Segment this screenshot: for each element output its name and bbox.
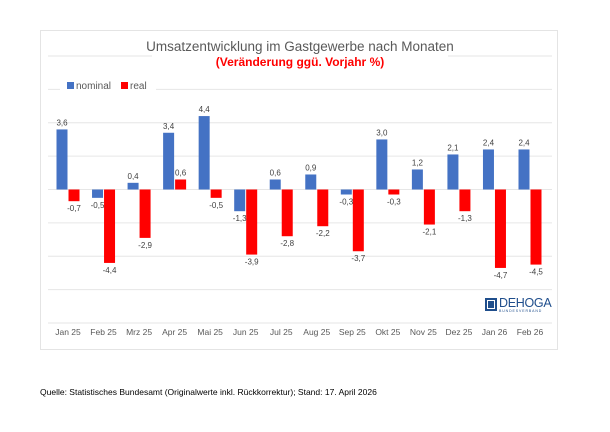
data-label-nominal-9: 3,0	[376, 128, 388, 137]
x-tick-label: Jan 25	[55, 327, 81, 337]
data-label-nominal-6: 0,6	[270, 168, 282, 177]
data-labels: 3,6 -0,5 0,4 3,4 4,4 -1,3 0,6 0,9 -0,3 3,0 1,2 2,1 2…	[56, 105, 543, 280]
dehoga-logo-icon	[485, 298, 497, 311]
bar-real-13	[530, 189, 542, 265]
bar-real-1	[104, 189, 116, 263]
data-label-nominal-0: 3,6	[56, 118, 68, 127]
bar-nominal-7	[305, 174, 317, 190]
data-label-real-0: -0,7	[67, 204, 81, 213]
data-label-real-1: -4,4	[103, 266, 117, 275]
data-label-real-12: -4,7	[494, 271, 508, 280]
bar-nominal-5	[234, 189, 246, 212]
data-label-real-6: -2,8	[280, 239, 294, 248]
x-tick-label: Feb 26	[517, 327, 544, 337]
data-label-nominal-4: 4,4	[199, 105, 211, 114]
bar-nominal-13	[518, 149, 530, 190]
dehoga-logo-text: DEHOGA	[499, 296, 552, 310]
data-label-nominal-3: 3,4	[163, 122, 175, 131]
legend-swatch-nominal	[67, 82, 74, 89]
data-label-nominal-7: 0,9	[305, 163, 317, 172]
data-label-real-8: -3,7	[351, 254, 365, 263]
x-tick-label: Feb 25	[90, 327, 117, 337]
bars	[56, 116, 542, 268]
bar-nominal-1	[92, 189, 104, 198]
data-label-real-11: -1,3	[458, 214, 472, 223]
x-tick-label: Apr 25	[162, 327, 187, 337]
data-label-real-5: -3,9	[245, 258, 259, 267]
x-tick-label: Dez 25	[445, 327, 472, 337]
legend-swatch-real	[121, 82, 128, 89]
x-tick-label: Nov 25	[410, 327, 437, 337]
data-label-real-3: 0,6	[175, 168, 187, 177]
data-label-nominal-1: -0,5	[91, 201, 105, 210]
bar-nominal-11	[447, 154, 459, 190]
x-tick-label: Mai 25	[197, 327, 223, 337]
bar-real-5	[246, 189, 258, 255]
legend-label-real: real	[130, 81, 147, 92]
bar-nominal-12	[482, 149, 494, 190]
data-label-real-4: -0,5	[209, 201, 223, 210]
legend-background	[60, 79, 156, 93]
data-label-real-7: -2,2	[316, 229, 330, 238]
bar-real-10	[423, 189, 435, 225]
data-label-nominal-11: 2,1	[447, 143, 459, 152]
bar-nominal-8	[340, 189, 352, 195]
title-background	[152, 38, 448, 70]
x-tick-label: Sep 25	[339, 327, 366, 337]
x-tick-label: Mrz 25	[126, 327, 152, 337]
bar-real-3	[175, 179, 187, 190]
data-label-nominal-5: -1,3	[233, 214, 247, 223]
x-tick-label: Aug 25	[303, 327, 330, 337]
data-label-nominal-8: -0,3	[339, 198, 353, 207]
data-label-real-2: -2,9	[138, 241, 152, 250]
data-label-real-9: -0,3	[387, 198, 401, 207]
x-tick-label: Jul 25	[270, 327, 293, 337]
x-tick-label: Jan 26	[482, 327, 508, 337]
bar-nominal-2	[127, 182, 139, 190]
bar-real-8	[352, 189, 364, 252]
bar-real-2	[139, 189, 151, 238]
bar-nominal-9	[376, 139, 388, 190]
gridlines	[48, 38, 552, 324]
bar-real-0	[68, 189, 80, 202]
x-tick-label: Jun 25	[233, 327, 259, 337]
bar-real-6	[281, 189, 293, 237]
bar-nominal-10	[411, 169, 423, 190]
source-note: Quelle: Statistisches Bundesamt (Origina…	[40, 387, 377, 397]
dehoga-logo-tagline: BUNDESVERBAND	[499, 309, 543, 313]
legend-label-nominal: nominal	[76, 81, 111, 92]
dehoga-logo: DEHOGA BUNDESVERBAND	[485, 296, 552, 318]
chart-subtitle: (Veränderung ggü. Vorjahr %)	[216, 55, 384, 69]
bar-real-7	[317, 189, 329, 227]
x-axis-ticks: Jan 25 Feb 25 Mrz 25 Apr 25 Mai 25 Jun 25 Jul …	[55, 327, 543, 337]
data-label-nominal-13: 2,4	[518, 138, 530, 147]
bar-nominal-6	[269, 179, 281, 190]
bar-nominal-0	[56, 129, 68, 190]
legend: nominal real	[67, 81, 147, 92]
x-tick-label: Okt 25	[375, 327, 400, 337]
chart-title: Umsatzentwicklung im Gastgewerbe nach Mo…	[146, 39, 454, 54]
data-label-real-10: -2,1	[422, 228, 436, 237]
bar-real-12	[494, 189, 506, 268]
data-label-nominal-2: 0,4	[128, 172, 140, 181]
bar-real-11	[459, 189, 471, 212]
bar-nominal-4	[198, 116, 210, 190]
bar-nominal-3	[163, 132, 175, 190]
data-label-nominal-12: 2,4	[483, 138, 495, 147]
data-label-real-13: -4,5	[529, 268, 543, 277]
bar-real-4	[210, 189, 222, 198]
data-label-nominal-10: 1,2	[412, 158, 424, 167]
bar-real-9	[388, 189, 400, 195]
